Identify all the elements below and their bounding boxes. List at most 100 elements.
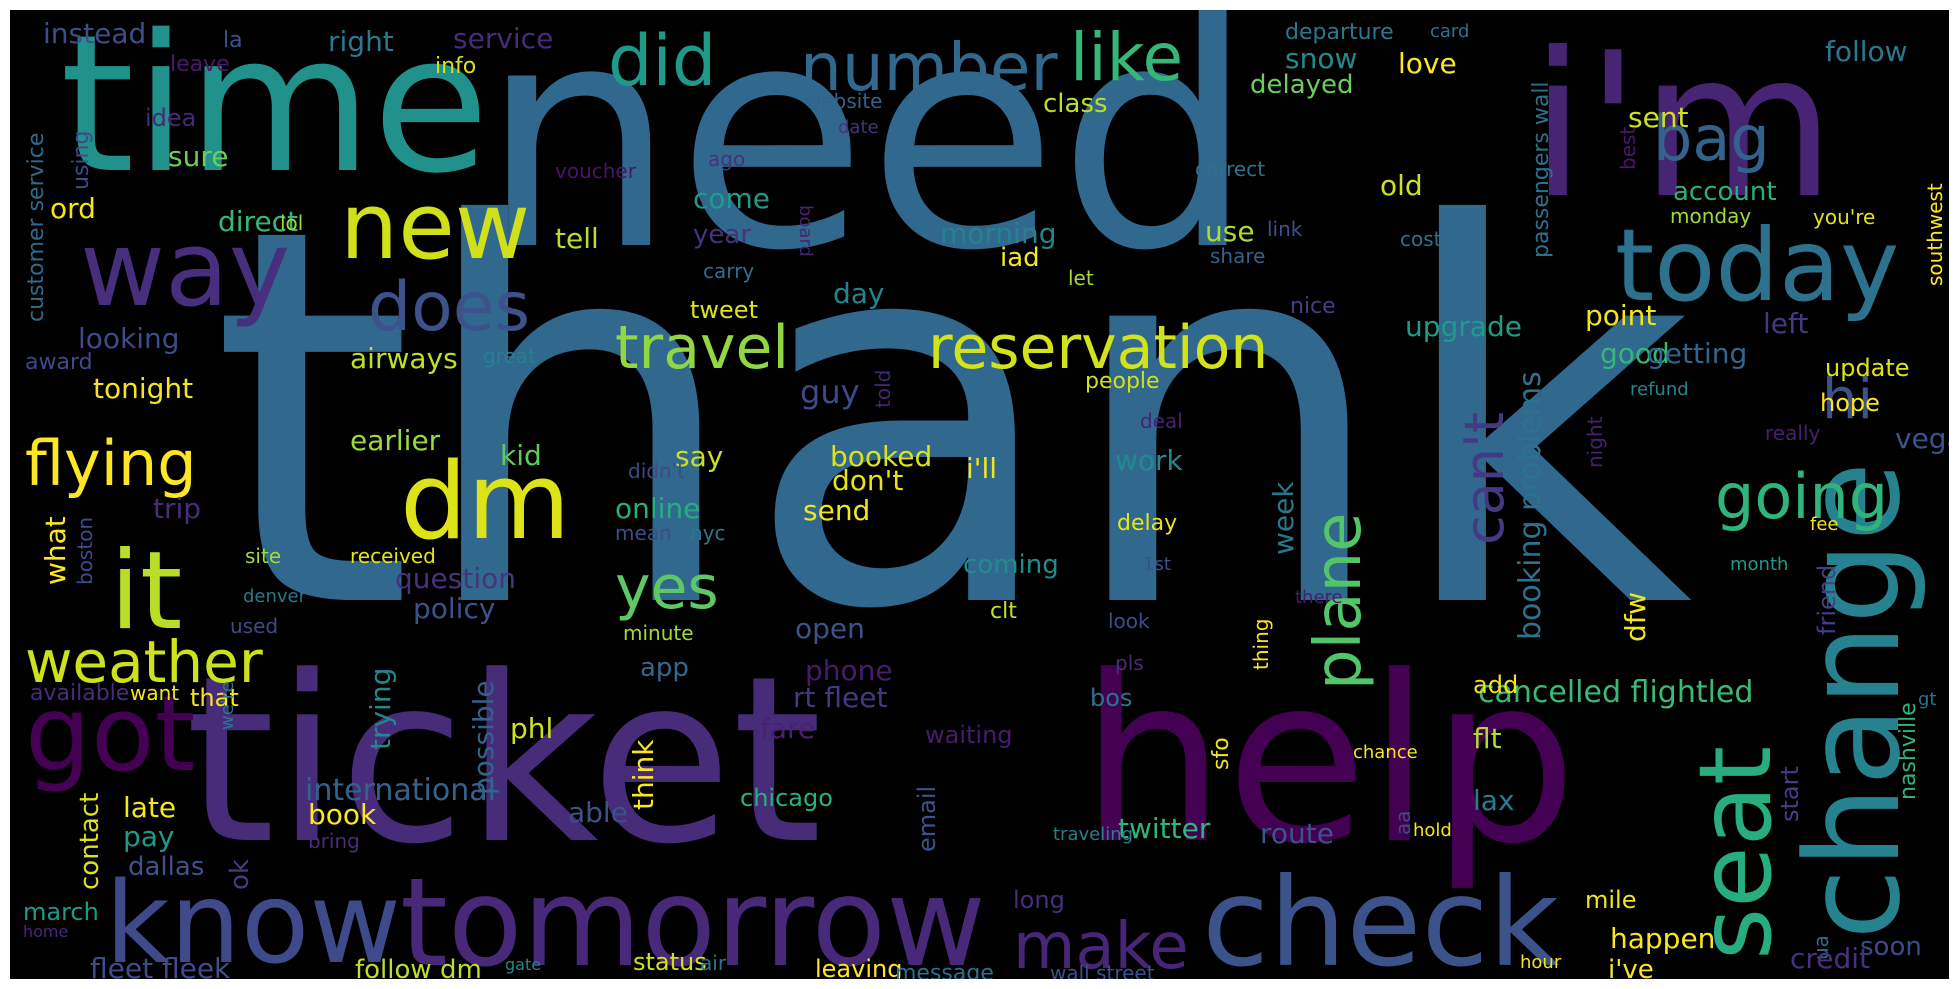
cloud-word: hi bbox=[1822, 367, 1873, 432]
cloud-word: ok bbox=[225, 859, 255, 890]
cloud-word: message bbox=[895, 961, 994, 979]
cloud-word: year bbox=[693, 220, 751, 250]
cloud-word: clt bbox=[990, 599, 1017, 624]
cloud-word: number bbox=[800, 29, 1058, 106]
cloud-word: mean bbox=[615, 521, 672, 545]
word-cloud-canvas: thank need time i'm ticket help tomorrow… bbox=[10, 10, 1949, 979]
cloud-word: soon bbox=[1860, 932, 1922, 962]
cloud-word: love bbox=[1398, 47, 1457, 80]
cloud-word: great bbox=[483, 344, 536, 368]
cloud-word: mile bbox=[1585, 886, 1636, 914]
cloud-word: available bbox=[30, 681, 129, 706]
cloud-word: bag bbox=[1653, 102, 1770, 175]
cloud-word: book bbox=[308, 798, 377, 831]
cloud-word: dfw bbox=[1619, 592, 1652, 642]
cloud-word: update bbox=[1825, 354, 1910, 382]
cloud-word: day bbox=[833, 277, 885, 310]
cloud-word: night bbox=[1583, 416, 1607, 468]
cloud-word: snow bbox=[1285, 42, 1357, 75]
cloud-word: 1st bbox=[1143, 554, 1171, 575]
cloud-word: delay bbox=[1117, 511, 1177, 536]
cloud-word: gt bbox=[1918, 689, 1936, 710]
cloud-word: twitter bbox=[1118, 812, 1211, 845]
cloud-word: hope bbox=[1820, 389, 1880, 417]
cloud-word: plane bbox=[1302, 512, 1376, 690]
cloud-word: hour bbox=[1520, 952, 1562, 973]
cloud-word: can't bbox=[1453, 412, 1516, 545]
cloud-word: direct bbox=[218, 205, 298, 238]
cloud-word: phone bbox=[805, 654, 893, 687]
cloud-word: deal bbox=[1140, 409, 1183, 433]
cloud-word: southwest bbox=[1923, 183, 1947, 286]
cloud-word: friend bbox=[1813, 565, 1841, 635]
cloud-word: trip bbox=[153, 492, 201, 525]
cloud-word: instead bbox=[43, 17, 146, 50]
cloud-word: denver bbox=[243, 586, 307, 607]
cloud-word: waiting bbox=[925, 721, 1013, 749]
cloud-word: going bbox=[1715, 460, 1888, 533]
cloud-word: wall street bbox=[1050, 961, 1155, 979]
cloud-word: question bbox=[395, 562, 516, 595]
cloud-word: used bbox=[230, 614, 278, 638]
cloud-word: left bbox=[1763, 307, 1808, 340]
cloud-word: like bbox=[1070, 19, 1183, 96]
cloud-word: chance bbox=[1353, 742, 1418, 763]
cloud-word: nashville bbox=[1896, 702, 1921, 800]
cloud-word: kid bbox=[500, 439, 542, 472]
cloud-word: yes bbox=[615, 553, 719, 623]
cloud-word: morning bbox=[940, 217, 1056, 250]
cloud-word: policy bbox=[413, 592, 495, 625]
cloud-word: tonight bbox=[93, 372, 193, 405]
cloud-word: want bbox=[130, 681, 179, 705]
cloud-word: traveling bbox=[1053, 824, 1133, 845]
cloud-word: tomorrow bbox=[400, 852, 986, 979]
cloud-word: ticket bbox=[185, 628, 822, 895]
cloud-word: contact bbox=[75, 793, 105, 890]
cloud-word: using bbox=[69, 131, 94, 190]
cloud-word: card bbox=[1430, 21, 1469, 42]
cloud-word: point bbox=[1585, 299, 1656, 332]
cloud-word: award bbox=[25, 350, 93, 375]
cloud-word: board bbox=[795, 205, 816, 257]
cloud-word: air bbox=[700, 951, 727, 975]
cloud-word: ago bbox=[708, 147, 745, 171]
cloud-word: there bbox=[1295, 587, 1343, 608]
cloud-word: boston bbox=[73, 517, 97, 585]
cloud-word: bring bbox=[308, 829, 360, 853]
cloud-word: check bbox=[1202, 852, 1560, 979]
cloud-word: send bbox=[803, 494, 870, 527]
cloud-word: lol bbox=[280, 211, 303, 235]
cloud-word: month bbox=[1730, 554, 1788, 575]
cloud-word: need bbox=[480, 10, 1255, 319]
cloud-word: today bbox=[1615, 207, 1899, 324]
cloud-word: site bbox=[245, 544, 281, 568]
cloud-word: got bbox=[25, 673, 195, 795]
cloud-word: that bbox=[190, 684, 239, 712]
cloud-word: aa bbox=[1391, 810, 1415, 835]
cloud-word: sure bbox=[168, 140, 228, 173]
cloud-word: think bbox=[627, 739, 660, 810]
cloud-word: fee bbox=[1810, 514, 1839, 535]
cloud-word: looking bbox=[78, 322, 180, 355]
cloud-word: thank bbox=[210, 117, 1693, 723]
cloud-word: flying bbox=[25, 427, 197, 500]
cloud-word: booked bbox=[830, 440, 932, 473]
cloud-word: class bbox=[1043, 89, 1108, 119]
cloud-word: it bbox=[110, 529, 182, 654]
cloud-word: voucher bbox=[555, 159, 637, 183]
cloud-word: say bbox=[675, 440, 723, 473]
cloud-word: ua bbox=[1809, 935, 1833, 960]
cloud-word: leave bbox=[170, 52, 230, 77]
cloud-word: look bbox=[1108, 609, 1150, 633]
cloud-word: fare bbox=[760, 712, 815, 745]
cloud-word: website bbox=[805, 89, 882, 113]
cloud-word: rt fleet bbox=[793, 681, 887, 714]
cloud-word: guy bbox=[800, 373, 860, 411]
cloud-word: route bbox=[1260, 817, 1334, 850]
word-cloud-background bbox=[10, 10, 1949, 979]
cloud-word: weather bbox=[25, 628, 263, 696]
cloud-word: leaving bbox=[815, 955, 902, 979]
cloud-word: app bbox=[640, 653, 689, 683]
cloud-word: correct bbox=[1195, 157, 1265, 181]
cloud-word: earlier bbox=[350, 424, 441, 457]
